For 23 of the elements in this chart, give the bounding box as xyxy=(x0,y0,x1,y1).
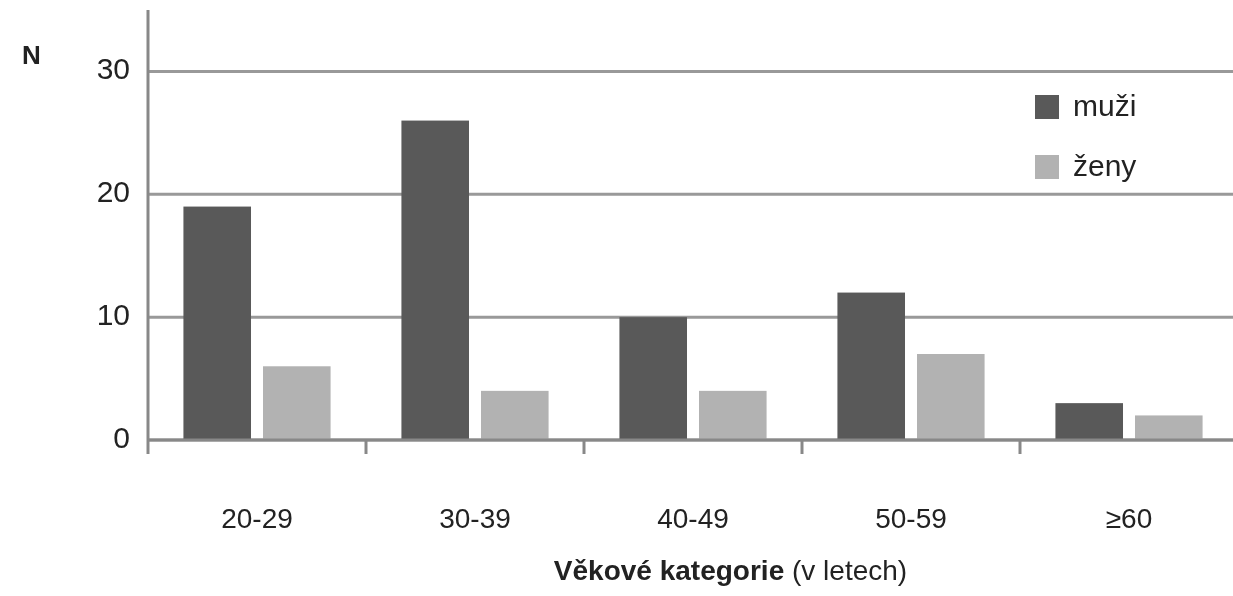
bar xyxy=(1055,403,1124,440)
bar xyxy=(183,206,252,440)
y-tick-label: 30 xyxy=(96,52,130,86)
y-tick-label: 0 xyxy=(113,420,130,454)
y-tick-label: 10 xyxy=(96,298,130,332)
legend-label: ženy xyxy=(1073,148,1137,182)
bar xyxy=(917,354,985,440)
y-axis-title: N xyxy=(22,40,41,70)
bar xyxy=(619,317,688,440)
x-axis-title: Věkové kategorie (v letech) xyxy=(553,555,908,586)
bar xyxy=(401,120,470,440)
bar xyxy=(837,292,906,440)
x-tick-label: ≥60 xyxy=(1105,503,1153,534)
bar xyxy=(699,390,767,440)
x-tick-label: 30-39 xyxy=(439,503,511,534)
x-tick-label: 40-49 xyxy=(657,503,729,534)
legend-label: muži xyxy=(1073,88,1137,122)
bar xyxy=(481,390,549,440)
x-tick-label: 50-59 xyxy=(875,503,947,534)
x-tick-label: 20-29 xyxy=(221,503,293,534)
y-tick-label: 20 xyxy=(96,175,130,209)
bar xyxy=(1134,415,1203,440)
bar xyxy=(263,366,331,440)
